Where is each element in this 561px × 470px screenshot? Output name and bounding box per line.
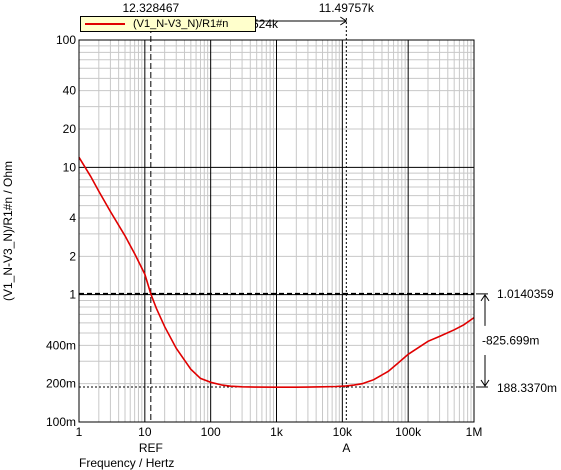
cursor-ref-value: 12.328467 [122, 1, 179, 15]
marker-difference-value: -825.699m [482, 333, 539, 347]
series-layer [78, 156, 475, 388]
y-tick-label: 1 [69, 288, 76, 302]
arrow-up-icon [480, 293, 490, 302]
series-line-0 [78, 156, 475, 388]
y-tick-label: 40 [63, 84, 77, 98]
cursor-a-value: 11.49757k [319, 1, 375, 15]
legend-series-name: (V1_N-V3_N)/R1#n [133, 18, 229, 30]
arrow-down-icon [480, 379, 490, 387]
y-tick-label: 2 [69, 249, 76, 263]
header-partial-label: 524k [252, 17, 279, 31]
x-axis-title: Frequency / Hertz [79, 456, 174, 470]
tick-labels: 1 10 100 1k 10k 100k 1M 100 40 20 10 4 2 1 400m 200m 100… [46, 33, 482, 439]
x-tick-label: 10k [333, 425, 353, 439]
grid [78, 39, 475, 423]
y-axis-title: (V1_N-V3_N)/R1#n / Ohm [1, 161, 15, 301]
x-tick-label: 1 [76, 425, 83, 439]
legend-swatch [85, 23, 125, 25]
x-tick-label: 100k [395, 425, 422, 439]
y-tick-label: 20 [63, 122, 77, 136]
cursor-a-axis-label: A [342, 441, 350, 455]
y-tick-label: 200m [46, 377, 76, 391]
marker-value-top: 1.0140359 [497, 287, 554, 301]
x-tick-label: 1k [270, 425, 284, 439]
plot-border [78, 39, 475, 423]
y-tick-label: 10 [63, 160, 77, 174]
y-tick-label: 400m [46, 338, 76, 352]
x-tick-label: 1M [466, 425, 483, 439]
arrow-right-icon [340, 16, 348, 26]
x-tick-label: 100 [201, 425, 221, 439]
legend[interactable]: (V1_N-V3_N)/R1#n [80, 16, 256, 32]
y-tick-label: 4 [69, 211, 76, 225]
marker-value-bottom: 188.3370m [497, 381, 557, 395]
plot-frame [78, 39, 475, 423]
y-tick-label: 100 [56, 33, 76, 47]
cursor-ref-axis-label: REF [139, 441, 163, 455]
y-tick-label: 100m [46, 415, 76, 429]
x-tick-label: 10 [138, 425, 152, 439]
